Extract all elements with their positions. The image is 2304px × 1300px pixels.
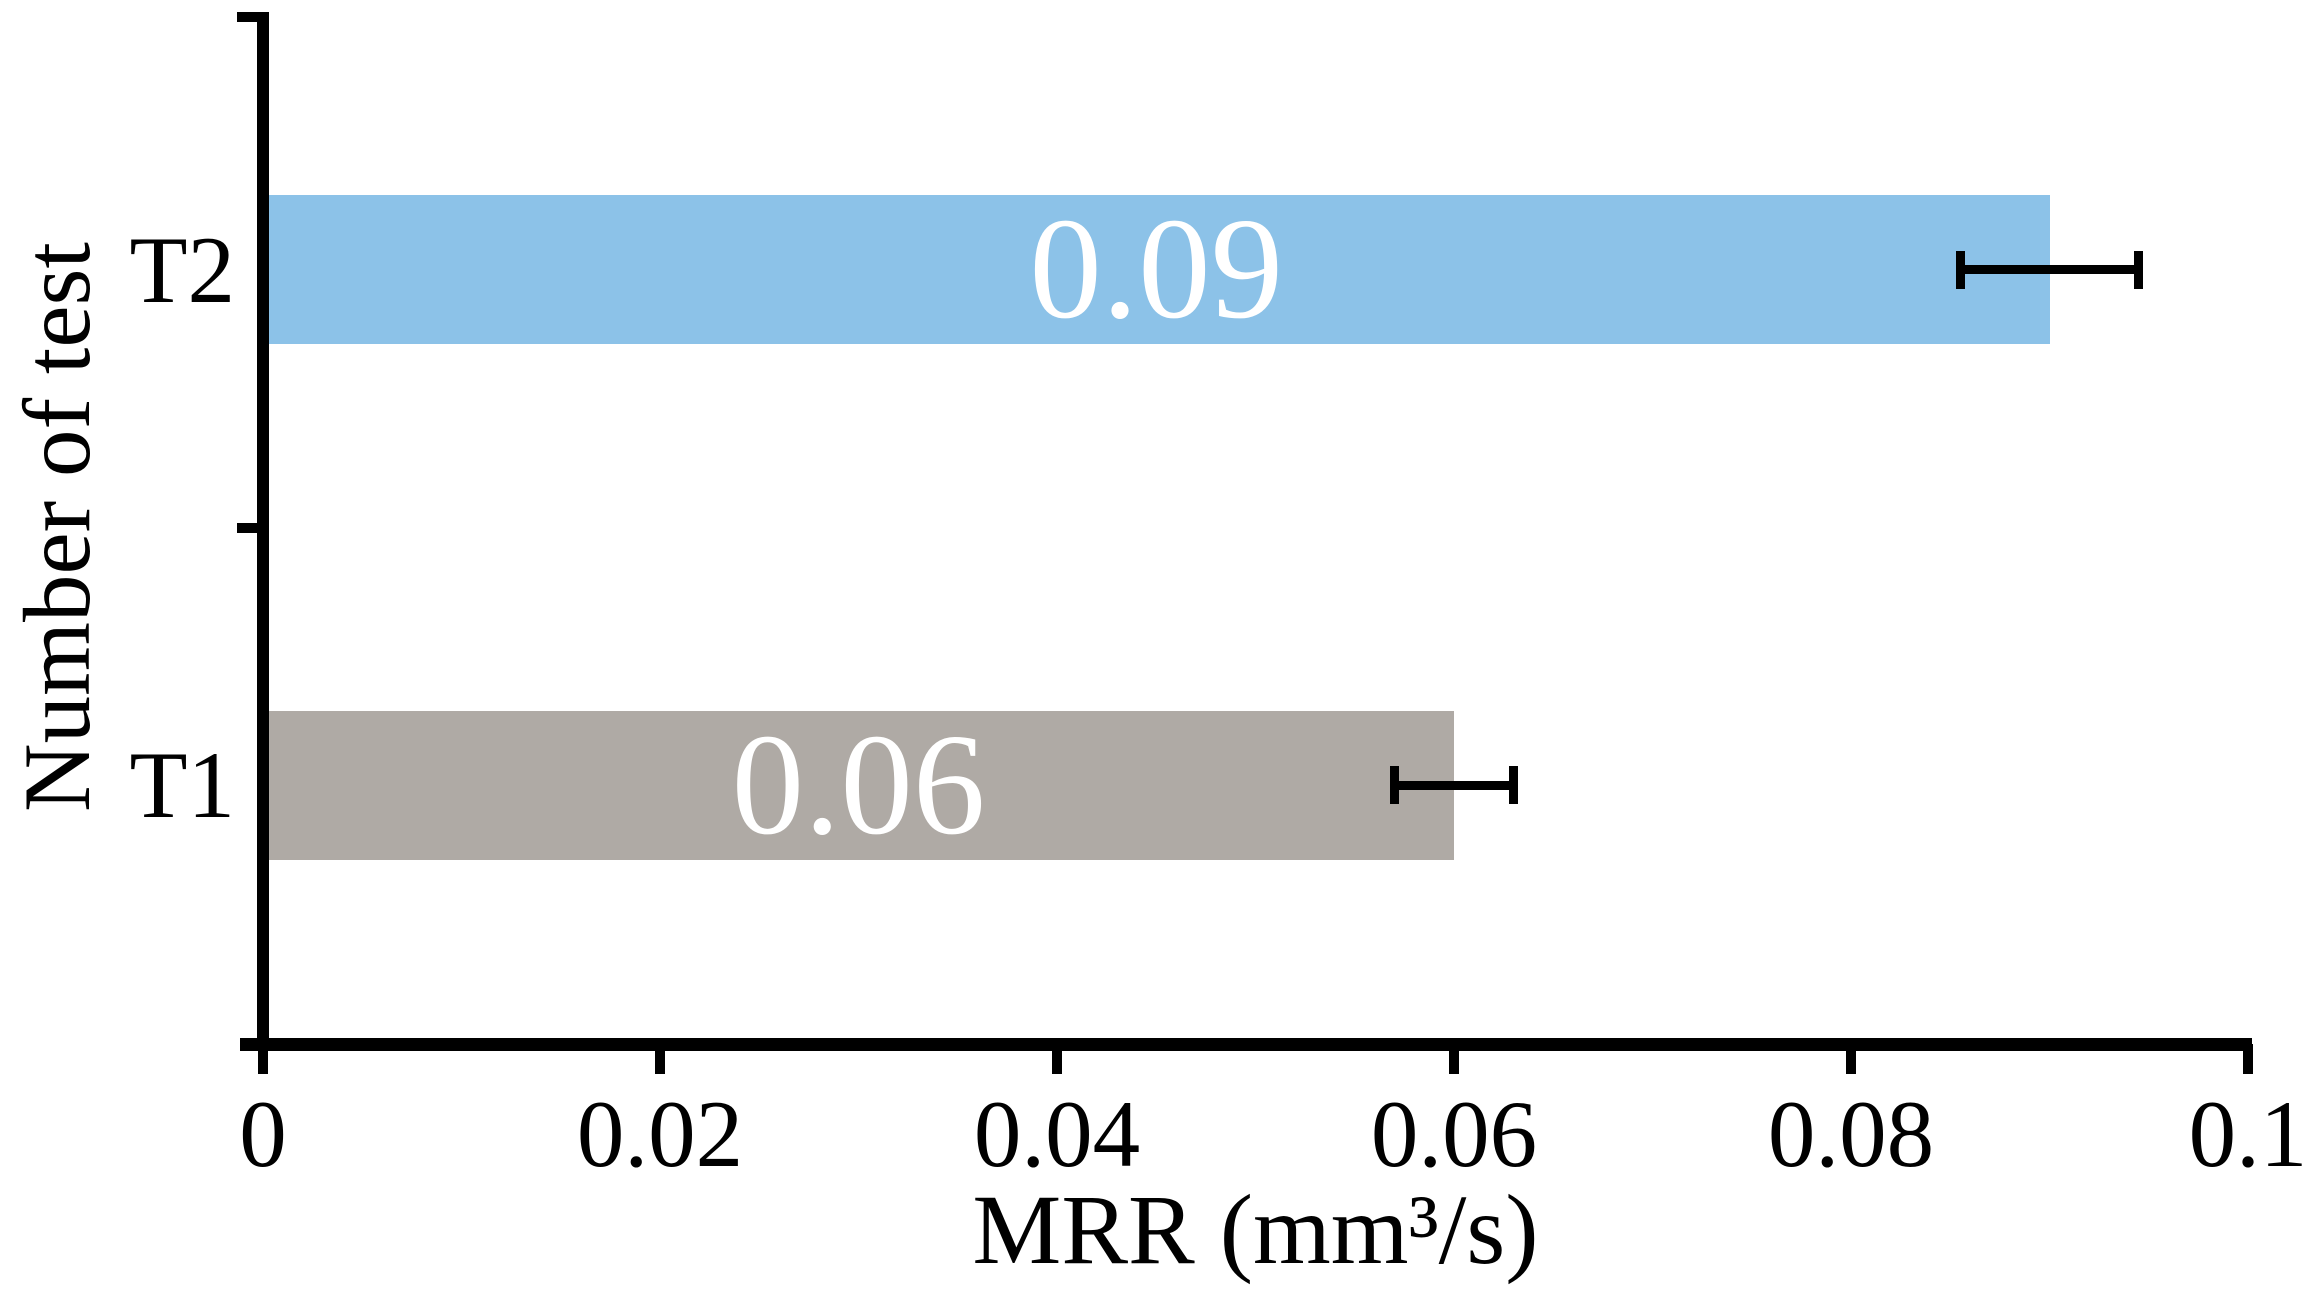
- y-axis-tick: [237, 12, 263, 22]
- y-tick-label-t2: T2: [129, 216, 235, 323]
- bar-t1: 0.06: [263, 704, 1454, 865]
- x-axis-title: MRR (mm³/s): [972, 1174, 1539, 1285]
- error-bar-cap-right: [2134, 250, 2144, 289]
- x-axis-tick: [2243, 1044, 2253, 1074]
- x-tick-label: 0: [239, 1081, 287, 1187]
- error-bar-cap-left: [1955, 250, 1965, 289]
- bar-t2: 0.09: [263, 189, 2050, 350]
- x-axis-tick: [1846, 1044, 1856, 1074]
- x-axis-tick: [1052, 1044, 1062, 1074]
- error-bar-line: [1960, 265, 2139, 275]
- bar-value-label: 0.09: [1029, 189, 1284, 350]
- x-tick-label: 0.06: [1370, 1081, 1538, 1187]
- error-bar-cap-right: [1509, 766, 1519, 805]
- x-axis-tick: [1449, 1044, 1459, 1074]
- error-bar-line: [1394, 780, 1514, 790]
- x-axis-tick: [258, 1044, 268, 1074]
- x-tick-label: 0.04: [973, 1081, 1141, 1187]
- y-axis-line: [257, 12, 269, 1050]
- bar-value-label: 0.06: [731, 704, 986, 865]
- y-tick-label-t1: T1: [129, 732, 235, 839]
- x-tick-label: 0.1: [2188, 1081, 2304, 1187]
- y-axis-tick: [237, 522, 263, 533]
- x-tick-label: 0.02: [576, 1081, 744, 1187]
- error-bar-cap-left: [1389, 766, 1399, 805]
- x-axis-line: [240, 1038, 2252, 1051]
- x-tick-label: 0.08: [1767, 1081, 1935, 1187]
- x-axis-tick: [655, 1044, 665, 1074]
